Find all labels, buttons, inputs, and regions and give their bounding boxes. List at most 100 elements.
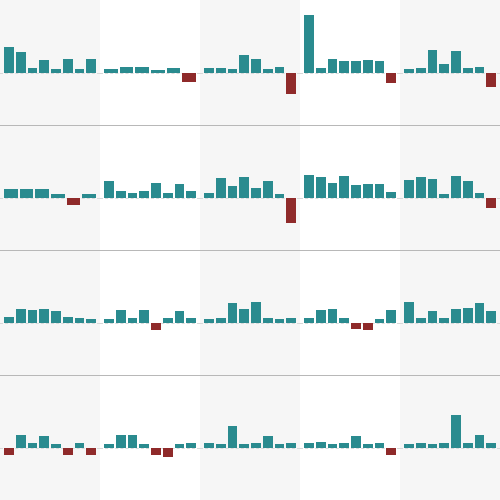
sparkline-bar <box>275 250 285 375</box>
sparkline-bar <box>228 125 238 250</box>
grid-cell <box>100 250 200 375</box>
sparkline-bar <box>51 375 61 500</box>
sparkline-bar <box>4 250 14 375</box>
sparkline-bar <box>216 250 226 375</box>
grid-cell <box>400 0 500 125</box>
grid-cell <box>0 125 100 250</box>
sparkline-bar <box>463 375 473 500</box>
sparkline-bar <box>375 375 385 500</box>
sparkline-bar <box>439 125 449 250</box>
sparkline-bar <box>28 250 38 375</box>
grid-cell <box>200 125 300 250</box>
grid-cell <box>400 125 500 250</box>
grid-cell <box>400 375 500 500</box>
grid-cell <box>0 375 100 500</box>
sparkline-bar <box>339 250 349 375</box>
sparkline-bar <box>163 250 173 375</box>
sparkline-bar <box>151 0 165 125</box>
sparkline-bar <box>375 250 385 375</box>
sparkline-bar <box>386 0 396 125</box>
sparkline-bar <box>186 125 196 250</box>
sparkline-bar <box>263 375 273 500</box>
sparkline <box>204 125 296 250</box>
sparkline-bar <box>439 0 449 125</box>
sparkline-bar <box>16 0 26 125</box>
sparkline-bar <box>316 375 326 500</box>
sparkline <box>204 375 296 500</box>
sparkline-bar <box>386 125 396 250</box>
sparkline-bar <box>251 250 261 375</box>
grid-cell <box>300 250 400 375</box>
sparkline-bar <box>475 250 485 375</box>
sparkline <box>104 0 196 125</box>
sparkline <box>404 125 496 250</box>
sparkline-bar <box>216 0 226 125</box>
sparkline-bar <box>275 125 285 250</box>
sparkline-bar <box>116 250 126 375</box>
sparkline-bar <box>375 0 385 125</box>
sparkline-bar <box>39 375 49 500</box>
sparkline-bar <box>486 375 496 500</box>
grid-cell <box>100 125 200 250</box>
grid-cell <box>300 125 400 250</box>
sparkline-bar <box>239 375 249 500</box>
sparkline-bar <box>451 250 461 375</box>
sparkline-bar <box>116 375 126 500</box>
sparkline-bar <box>75 375 85 500</box>
sparkline-bar <box>139 125 149 250</box>
grid-cell <box>0 0 100 125</box>
sparkline-bar <box>175 125 185 250</box>
sparkline <box>4 0 96 125</box>
sparkline <box>4 250 96 375</box>
grid-cell <box>200 0 300 125</box>
sparkline-bar <box>63 250 73 375</box>
sparkline-bar <box>486 0 496 125</box>
sparkline-bar <box>216 375 226 500</box>
sparkline-bar <box>86 0 96 125</box>
row-separator <box>0 375 500 376</box>
sparkline-bar <box>275 0 285 125</box>
sparkline-bar <box>286 125 296 250</box>
sparkline-bar <box>339 0 349 125</box>
sparkline-bar <box>286 375 296 500</box>
sparkline-bar <box>339 375 349 500</box>
sparkline-bar <box>239 125 249 250</box>
sparkline-bar <box>128 375 138 500</box>
sparkline-bar <box>486 125 496 250</box>
sparkline-bar <box>139 250 149 375</box>
sparkline-bar <box>286 0 296 125</box>
sparkline-bar <box>304 250 314 375</box>
sparkline-bar <box>363 250 373 375</box>
sparkline <box>404 0 496 125</box>
grid-cell <box>300 0 400 125</box>
sparkline-bar <box>386 250 396 375</box>
sparkline-bar <box>63 0 73 125</box>
sparkline-bar <box>304 125 314 250</box>
grid-cell <box>100 0 200 125</box>
sparkline-bar <box>328 125 338 250</box>
sparkline-bar <box>263 0 273 125</box>
sparkline-bar <box>186 250 196 375</box>
grid-cell <box>100 375 200 500</box>
sparkline-bar <box>104 0 118 125</box>
sparkline-bar <box>416 250 426 375</box>
sparkline-bar <box>404 125 414 250</box>
row-separator <box>0 250 500 251</box>
sparkline-bar <box>263 125 273 250</box>
sparkline-bar <box>167 0 181 125</box>
sparkline-bar <box>204 375 214 500</box>
sparkline-bar <box>216 125 226 250</box>
sparkline <box>304 250 396 375</box>
sparkline-bar <box>439 250 449 375</box>
sparkline-bar <box>4 125 18 250</box>
sparkline-bar <box>316 250 326 375</box>
sparkline-bar <box>428 0 438 125</box>
sparkline-bar <box>16 375 26 500</box>
sparkline-bar <box>204 125 214 250</box>
sparkline-bar <box>428 125 438 250</box>
sparkline <box>304 0 396 125</box>
sparkline-bar <box>239 250 249 375</box>
sparkline-bar <box>116 125 126 250</box>
sparkline-bar <box>475 0 485 125</box>
sparkline-bar <box>182 0 196 125</box>
